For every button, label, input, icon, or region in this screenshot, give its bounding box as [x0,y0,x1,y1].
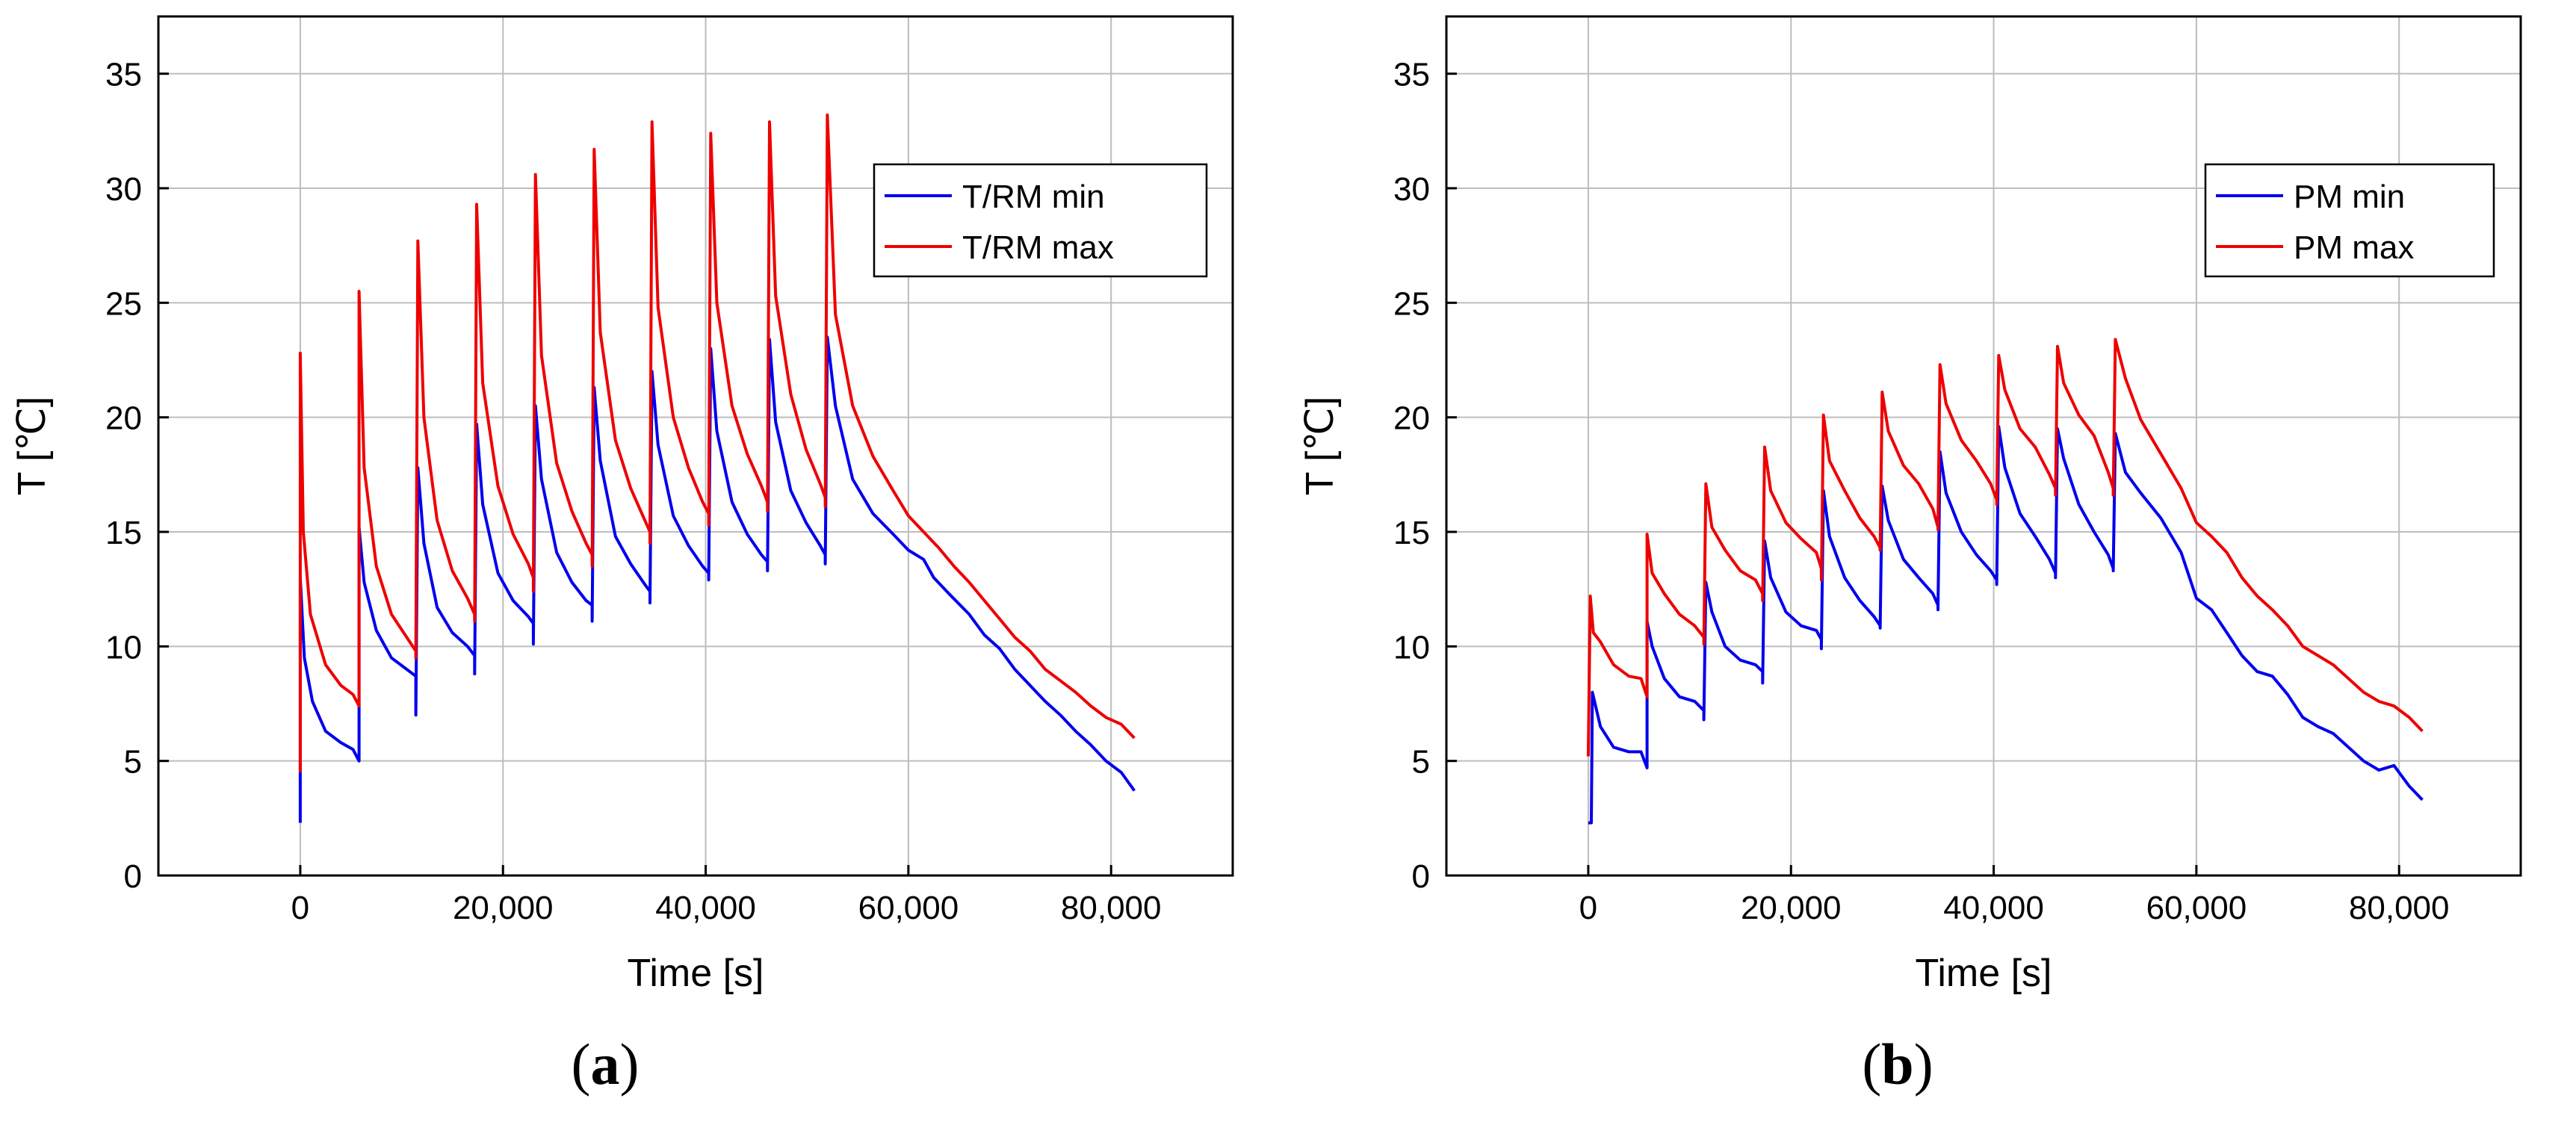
y-tick-label-b-1: 5 [1412,744,1430,781]
caption-b: (b) [1862,1032,1933,1097]
chart-a: 0 20,000 40,000 60,000 80,000 0 5 10 15 20 25 30 35 T… [10,15,1234,995]
caption-b-letter: b [1881,1032,1914,1097]
series-line-a-0 [298,335,1136,823]
y-tick-label-a-3: 15 [105,515,142,551]
legend-label-b-1: PM max [2294,229,2414,266]
y-tick-label-a-0: 0 [124,858,142,895]
y-tick-label-a-1: 5 [124,744,142,781]
x-tick-label-a-2: 40,000 [655,890,756,926]
y-tick-label-a-7: 35 [105,57,142,93]
y-tick-label-b-4: 20 [1393,400,1430,437]
x-tick-label-b-2: 40,000 [1943,890,2044,926]
chart-panel-b: 0 20,000 40,000 60,000 80,000 0 5 10 15 20 25 30 35 T… [1288,0,2576,1122]
x-tick-label-a-3: 60,000 [858,890,959,926]
series-line-b-0 [1588,424,2424,825]
series-line-a-1 [298,113,1136,772]
legend-label-a-0: T/RM min [962,179,1105,215]
y-axis-label-b: T [℃] [1298,397,1342,496]
x-tick-label-a-1: 20,000 [453,890,554,926]
caption-a: (a) [571,1032,640,1097]
plot-frame-b [1445,15,2522,877]
y-tick-label-b-2: 10 [1393,629,1430,666]
y-tick-label-b-6: 30 [1393,171,1430,208]
x-tick-label-b-4: 80,000 [2349,890,2450,926]
legend-box-b [2204,163,2495,278]
plot-area-a [158,16,1233,875]
y-tick-label-a-5: 25 [105,285,142,322]
y-tick-label-a-4: 20 [105,400,142,437]
x-tick-label-b-3: 60,000 [2146,890,2247,926]
y-tick-label-b-7: 35 [1393,57,1430,93]
plot-frame-a [157,15,1234,877]
x-tick-label-a-0: 0 [291,890,309,926]
x-axis-label-b: Time [s] [1916,952,2052,995]
x-tick-label-b-1: 20,000 [1741,890,1842,926]
series-line-b-1 [1586,338,2424,757]
y-tick-label-a-2: 10 [105,629,142,666]
chart-b: 0 20,000 40,000 60,000 80,000 0 5 10 15 20 25 30 35 T… [1298,15,2522,995]
caption-a-letter: a [590,1032,620,1097]
x-tick-label-b-0: 0 [1579,890,1597,926]
legend-box-a [873,163,1208,278]
plot-area-b [1446,16,2521,875]
y-tick-label-b-0: 0 [1412,858,1430,895]
legend-label-b-0: PM min [2294,179,2405,215]
x-tick-label-a-4: 80,000 [1061,890,1162,926]
y-tick-label-b-3: 15 [1393,515,1430,551]
y-axis-label-a: T [℃] [10,397,54,496]
x-axis-label-a: Time [s] [628,952,764,995]
y-tick-label-a-6: 30 [105,171,142,208]
y-tick-label-b-5: 25 [1393,285,1430,322]
chart-panel-a: 0 20,000 40,000 60,000 80,000 0 5 10 15 20 25 30 35 T… [10,15,1234,1097]
legend-label-a-1: T/RM max [962,229,1114,266]
